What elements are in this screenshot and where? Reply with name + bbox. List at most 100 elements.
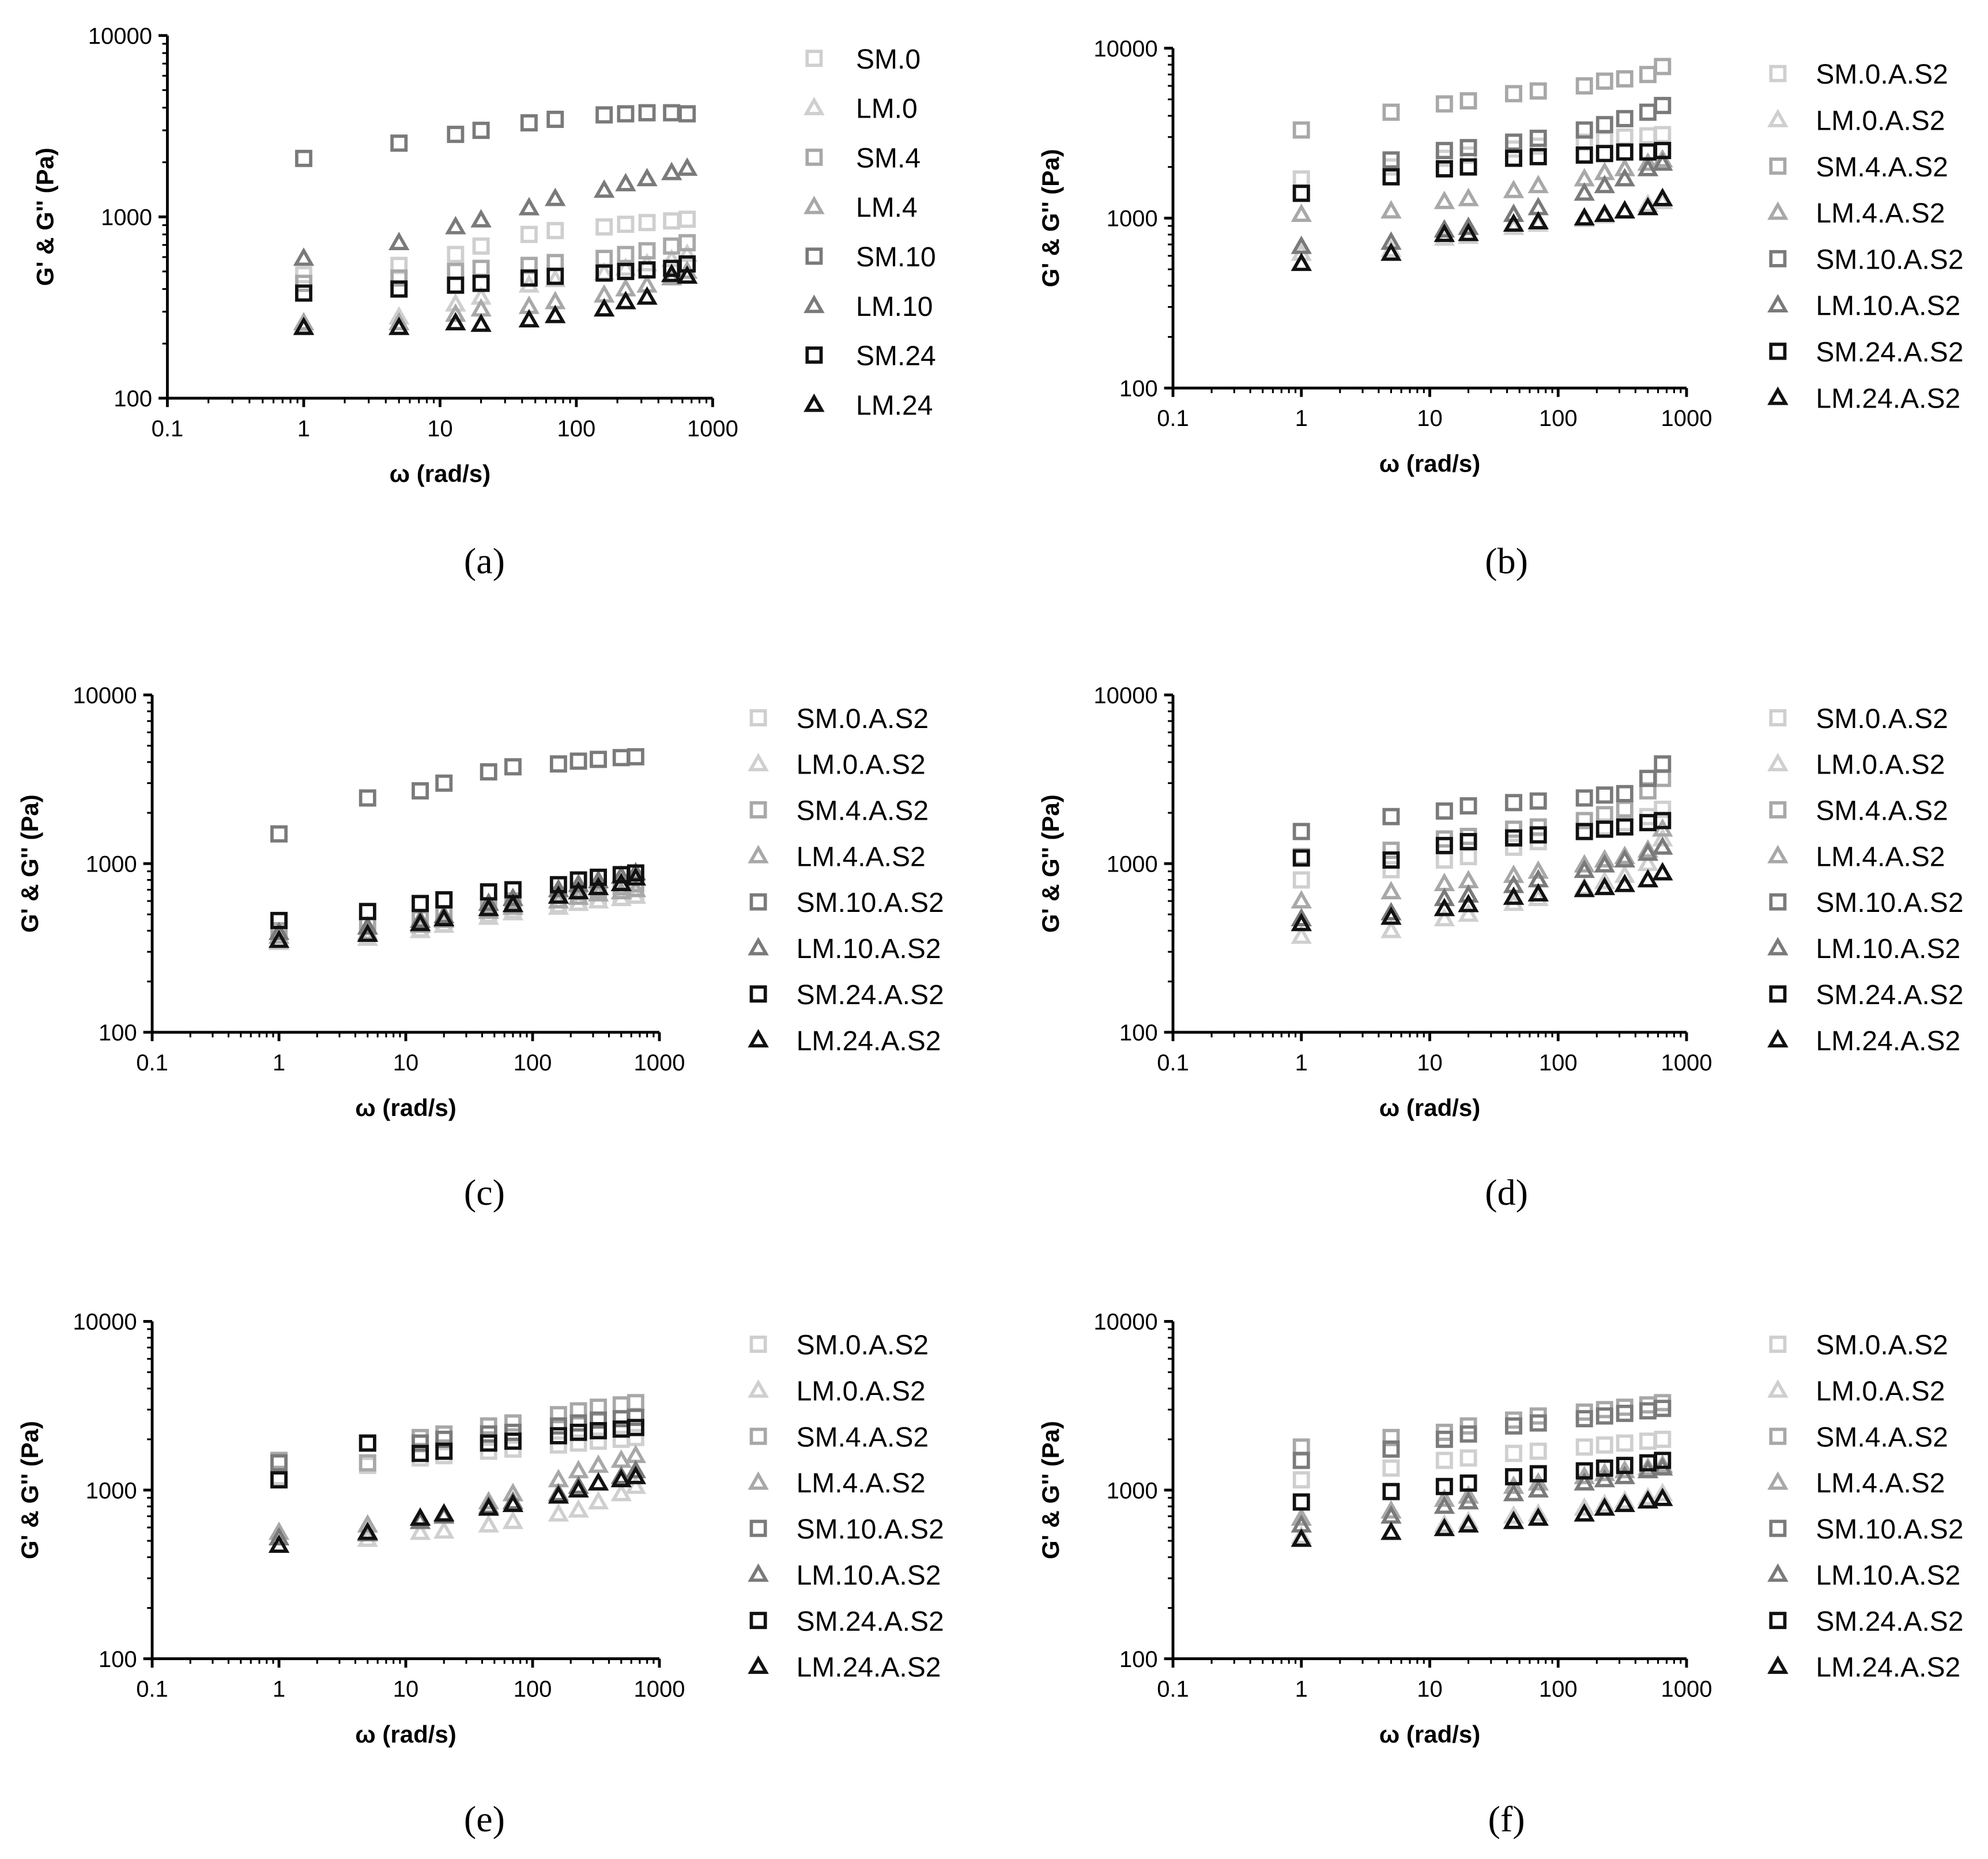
series-SM.10.A.S2 [270, 748, 644, 843]
y-tick-label: 10000 [1093, 1310, 1157, 1335]
panel-label: (d) [1485, 1172, 1528, 1213]
legend-label: SM.0.A.S2 [797, 1330, 929, 1361]
data-point [587, 876, 609, 895]
data-point [548, 878, 569, 898]
y-tick-label: 10000 [1093, 683, 1157, 708]
x-tick-label: 0.1 [152, 416, 184, 442]
data-point [587, 1491, 609, 1510]
data-point [1639, 66, 1657, 84]
x-tick-label: 10 [427, 416, 453, 442]
data-point [1614, 845, 1635, 864]
data-point [1594, 849, 1616, 868]
data-point [1637, 1490, 1659, 1509]
data-point [472, 274, 490, 292]
data-point [1575, 1462, 1593, 1480]
legend-marker [1767, 1029, 1789, 1048]
data-point [663, 104, 681, 122]
data-point [587, 870, 609, 889]
data-point [1529, 148, 1547, 165]
data-point [518, 197, 540, 216]
legend-label: LM.24 [856, 390, 933, 421]
data-point [1574, 1472, 1595, 1491]
legend-label: LM.4.A.S2 [797, 842, 926, 872]
series-LM.10.A.S2 [268, 1460, 647, 1545]
data-point [569, 1423, 587, 1441]
x-tick-label: 10 [1417, 1050, 1443, 1076]
data-point [1503, 203, 1525, 223]
legend-label: SM.4.A.S2 [797, 1422, 929, 1453]
data-point [1435, 836, 1453, 854]
data-point [1614, 1465, 1635, 1484]
legend-label: SM.10.A.S2 [797, 888, 944, 918]
data-point [435, 1442, 453, 1460]
data-point [1594, 1494, 1616, 1513]
data-point [268, 929, 290, 948]
data-point [1654, 770, 1672, 787]
data-point [546, 222, 564, 239]
series-LM.24.A.S2 [1291, 862, 1673, 932]
data-point [1575, 77, 1593, 95]
legend-marker [749, 709, 767, 727]
data-point [357, 923, 379, 942]
data-point [1654, 58, 1672, 76]
series-SM.0 [295, 210, 696, 284]
legend-label: LM.24.A.S2 [797, 1653, 941, 1683]
series-SM.24.A.S2 [1292, 812, 1672, 869]
data-point [1380, 919, 1402, 938]
legend-label: SM.24.A.S2 [797, 1607, 944, 1637]
data-point [590, 1432, 608, 1450]
legend-marker [1769, 1519, 1787, 1537]
data-point [357, 1514, 379, 1533]
legend-marker [804, 96, 825, 115]
data-point [1529, 82, 1547, 100]
data-point [1435, 142, 1453, 160]
x-tick-label: 1000 [634, 1677, 685, 1702]
legend: SM.0.A.S2 LM.0.A.S2 SM.4.A.S2 LM.4.A.S2 SM.1… [1767, 59, 1964, 414]
data-point [1637, 842, 1659, 861]
data-point [447, 262, 465, 280]
chart-panel-4: 0.1 1 10 100 1000 100 1000 10000 ω (rad/s) G' & G… [1037, 683, 1964, 1213]
data-point [569, 1414, 587, 1432]
x-tick-label: 0.1 [1157, 1050, 1189, 1076]
data-point [1527, 175, 1549, 194]
data-point [504, 1423, 522, 1441]
data-point [359, 789, 376, 807]
data-point [593, 298, 615, 317]
x-tick-label: 1 [1295, 1677, 1308, 1702]
data-point [1458, 1491, 1479, 1510]
data-point [445, 312, 466, 331]
y-tick-label: 1000 [86, 852, 137, 877]
data-point [1459, 1474, 1477, 1492]
data-point [1654, 755, 1672, 773]
data-point [1594, 1469, 1616, 1488]
data-point [1616, 818, 1634, 836]
y-axis-title: G' & G'' (Pa) [31, 148, 58, 286]
data-point [470, 209, 492, 228]
data-point [1382, 1459, 1400, 1477]
data-point [678, 105, 696, 123]
legend-marker [748, 752, 769, 771]
data-point [615, 291, 636, 310]
data-point [1574, 182, 1595, 201]
legend-label: SM.10.A.S2 [1816, 1514, 1963, 1545]
data-point [520, 225, 538, 243]
data-point [1575, 823, 1593, 840]
legend-label: LM.10.A.S2 [1816, 1560, 1960, 1591]
data-point [1434, 1488, 1455, 1507]
legend-label: SM.4.A.S2 [1816, 796, 1948, 827]
legend-marker [1767, 1655, 1789, 1674]
data-point [1527, 1507, 1549, 1526]
panel-label: (c) [464, 1172, 505, 1213]
legend-label: LM.24.A.S2 [1816, 1026, 1960, 1057]
legend-marker [749, 1336, 767, 1353]
data-point [1382, 151, 1400, 169]
data-point [1292, 170, 1310, 188]
data-point [1380, 200, 1402, 219]
data-point [627, 1428, 644, 1446]
x-tick-label: 1000 [634, 1050, 685, 1076]
data-point [569, 752, 587, 770]
data-point [617, 262, 635, 280]
data-point [1616, 800, 1634, 818]
legend: SM.0 LM.0 SM.4 LM.4 SM.10 LM.10 SM.24 LM.24 [804, 44, 936, 421]
data-point [1503, 179, 1525, 198]
